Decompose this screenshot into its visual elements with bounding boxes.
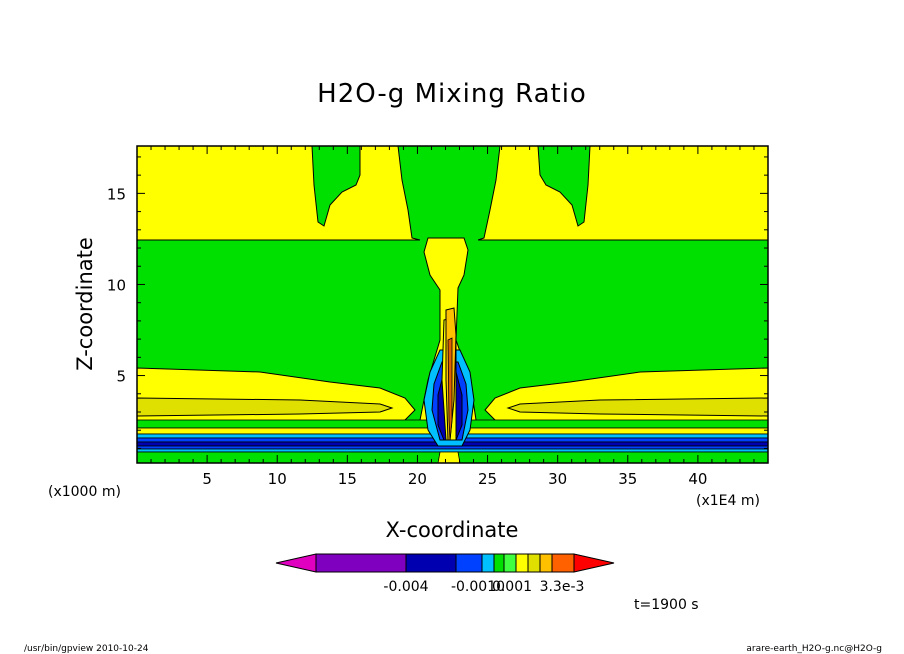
colorbar-tick-label: 3.3e-3 (540, 579, 585, 595)
time-label: t=1900 s (634, 597, 699, 613)
y-axis-label: Z-coordinate (73, 237, 97, 371)
band-plume-core-red (447, 337, 453, 441)
band-strip-1 (137, 397, 394, 417)
colorbar-box (539, 553, 553, 573)
colorbar-box (503, 553, 517, 573)
x-tick-label: 30 (548, 470, 567, 488)
x-tick-label: 5 (202, 470, 212, 488)
band-plume-base-yellow (437, 451, 461, 463)
colorbar-box (527, 553, 541, 573)
footer-left: /usr/bin/gpview 2010-10-24 (24, 644, 149, 654)
colorbar-right-arrow (573, 553, 615, 573)
x-tick-label: 25 (478, 470, 497, 488)
x-tick-label: 20 (408, 470, 427, 488)
y-tick-label: 10 (107, 276, 126, 294)
colorbar-box (455, 553, 483, 573)
colorbar-tick-label: 0.001 (492, 579, 532, 595)
band-strip-cyan-2 (137, 448, 768, 453)
colorbar-box (551, 553, 575, 573)
plot-frame (136, 145, 769, 464)
band-yellow-upper-right (477, 146, 768, 241)
x-axis-unit: (x1E4 m) (696, 493, 760, 509)
y-tick-label: 15 (107, 185, 126, 203)
colorbar-box (315, 553, 407, 573)
colorbar-box (493, 553, 505, 573)
band-yellow-upper (137, 146, 421, 241)
colorbar-box (481, 553, 495, 573)
plot-area (137, 146, 768, 463)
colorbar (275, 553, 615, 573)
x-tick-label: 40 (688, 470, 707, 488)
x-axis-label: X-coordinate (386, 518, 519, 542)
axis-ticks: 5 10 15 20 25 30 35 40 5 10 15 (107, 146, 768, 488)
colorbar-left-arrow (275, 553, 317, 573)
footer-right: arare-earth_H2O-g.nc@H2O-g (746, 644, 882, 654)
y-axis-unit: (x1000 m) (48, 484, 121, 500)
colorbar-box (405, 553, 457, 573)
chart-title: H2O-g Mixing Ratio (317, 79, 587, 109)
colorbar-tick-label: -0.0010 (451, 579, 505, 595)
x-tick-label: 15 (338, 470, 357, 488)
colorbar-tick-label: -0.004 (383, 579, 428, 595)
band-strip-2 (506, 397, 768, 417)
x-tick-label: 35 (618, 470, 637, 488)
x-tick-label: 10 (268, 470, 287, 488)
y-tick-label: 5 (116, 368, 126, 386)
colorbar-box (515, 553, 529, 573)
